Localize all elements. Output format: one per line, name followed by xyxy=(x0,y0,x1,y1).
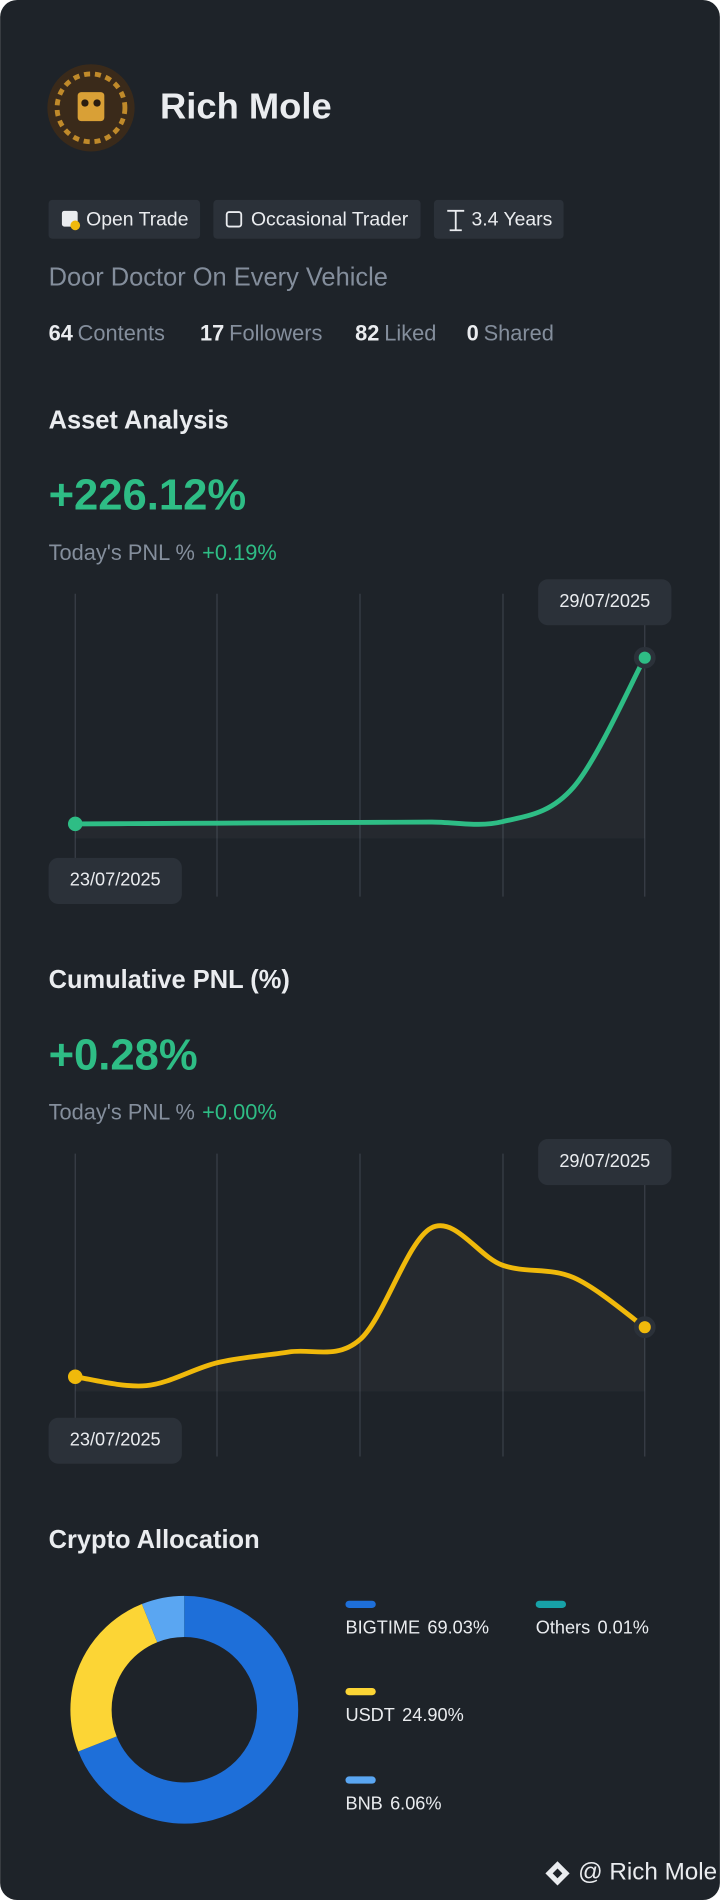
pnl-value: +0.00% xyxy=(202,1099,277,1124)
legend-name: BIGTIME xyxy=(345,1617,420,1637)
stat-value: 64 xyxy=(49,320,73,345)
legend-name: USDT xyxy=(345,1705,394,1725)
date-tooltip xyxy=(48,1417,182,1464)
stat: 82 Liked xyxy=(355,320,436,345)
legend-swatch xyxy=(535,1600,566,1608)
stat-label: Followers xyxy=(229,320,322,345)
stat: 64 Contents xyxy=(49,320,165,345)
stat-value: 82 xyxy=(355,320,379,345)
charts: Asset Analysis +226.12% Today's PNL % +0.19… xyxy=(48,406,672,1824)
pnl-row: Today's PNL % +0.19% xyxy=(49,540,277,565)
stat-value: 0 xyxy=(467,320,479,345)
headline-value: +0.28% xyxy=(49,1031,198,1079)
end-point xyxy=(633,646,656,669)
legend-name: Others xyxy=(536,1617,591,1637)
donut-segment xyxy=(70,1604,158,1752)
tag: Occasional Trader xyxy=(251,209,409,231)
bio: Door Doctor On Every Vehicle xyxy=(49,263,388,291)
legend-value: 0.01% xyxy=(597,1617,648,1637)
section-title: Asset Analysis xyxy=(49,406,229,434)
pnl-label: Today's PNL % xyxy=(49,540,195,565)
end-point xyxy=(633,1316,656,1339)
tag: Open Trade xyxy=(86,209,188,231)
tags: Open Trade Occasional Trader 3.4 Years xyxy=(48,199,564,239)
legend-swatch xyxy=(345,1776,376,1784)
section-title: Cumulative PNL (%) xyxy=(49,966,290,994)
legend-value: 6.06% xyxy=(390,1793,441,1813)
user-name: Rich Mole xyxy=(160,86,332,127)
date-label: 29/07/2025 xyxy=(559,591,650,611)
line xyxy=(72,1223,648,1389)
legend-value: 24.90% xyxy=(402,1705,464,1725)
legend-swatch xyxy=(345,1600,376,1608)
pnl-value: +0.19% xyxy=(202,540,277,565)
stat-value: 17 xyxy=(200,320,224,345)
date-label: 23/07/2025 xyxy=(70,870,161,890)
legend-entry: BIGTIME 69.03% xyxy=(345,1617,489,1637)
footer: @ Rich Mole xyxy=(545,1859,717,1886)
legend-swatch xyxy=(345,1687,376,1696)
donut-segment xyxy=(141,1595,186,1643)
stat-label: Shared xyxy=(484,320,554,345)
donut-segment xyxy=(78,1595,299,1824)
legend-entry: Others 0.01% xyxy=(536,1617,649,1637)
section-title: Crypto Allocation xyxy=(49,1526,260,1554)
date-label: 23/07/2025 xyxy=(70,1430,161,1450)
legend-entry: BNB 6.06% xyxy=(345,1793,441,1813)
stat: 17 Followers xyxy=(200,320,322,345)
pnl-row: Today's PNL % +0.00% xyxy=(49,1099,277,1124)
line xyxy=(72,655,648,827)
pnl-label: Today's PNL % xyxy=(49,1099,195,1124)
stat-label: Liked xyxy=(384,320,436,345)
stats: 64 Contents 17 Followers 82 Liked 0 Shared xyxy=(49,320,554,345)
headline-value: +226.12% xyxy=(49,472,247,520)
date-tooltip xyxy=(538,579,672,626)
watermark: @ Rich Mole xyxy=(578,1859,717,1886)
legend-name: BNB xyxy=(345,1793,382,1813)
date-tooltip xyxy=(538,1139,672,1186)
start-point xyxy=(67,816,83,832)
legend-entry: USDT 24.90% xyxy=(345,1705,463,1725)
tag: 3.4 Years xyxy=(471,209,552,231)
start-point xyxy=(67,1369,83,1385)
legend-value: 69.03% xyxy=(427,1617,489,1637)
stat-label: Contents xyxy=(78,320,165,345)
date-label: 29/07/2025 xyxy=(559,1151,650,1171)
stat: 0 Shared xyxy=(467,320,554,345)
date-tooltip xyxy=(48,857,182,904)
avatar xyxy=(47,64,135,152)
